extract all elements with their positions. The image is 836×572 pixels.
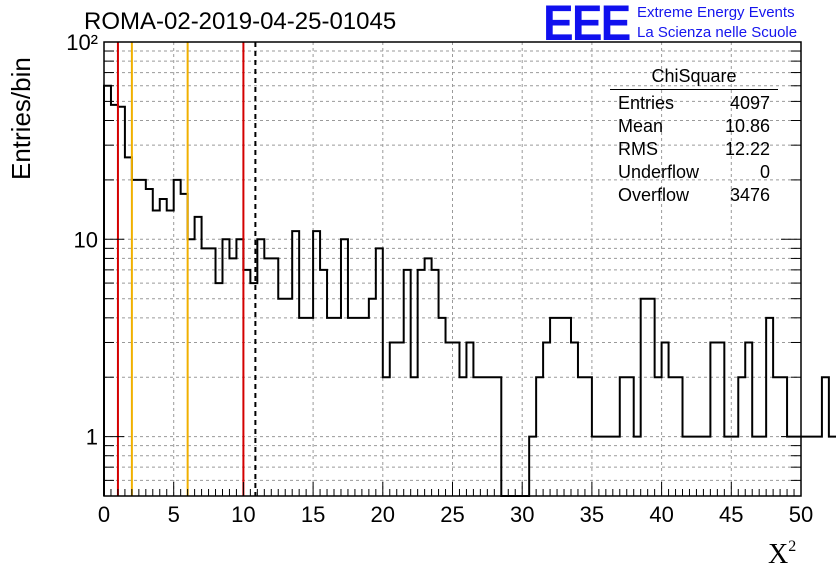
x-tick-label-20: 20 [371,502,395,527]
x-tick-label-30: 30 [510,502,534,527]
stats-row-entries: Entries 4097 [618,93,770,113]
y-tick-label-1: 1 [86,425,98,450]
stats-row-overflow: Overflow 3476 [618,185,770,205]
stats-row-rms: RMS 12.22 [618,139,770,159]
x-tick-label-40: 40 [649,502,673,527]
x-tick-label-25: 25 [440,502,464,527]
logo-subtitle-line2: La Scienza nelle Scuole [637,24,798,41]
x-axis-label: X2 [768,538,797,570]
x-tick-label-0: 0 [98,502,110,527]
stats-box: ChiSquare Entries 4097 Mean 10.86 RMS 12.22… [610,66,778,207]
x-tick-label-35: 35 [580,502,604,527]
stats-title: ChiSquare [610,66,778,90]
y-axis: 1 10 10² [66,30,801,497]
x-tick-label-45: 45 [719,502,743,527]
stats-row-underflow: Underflow 0 [618,162,770,182]
x-axis: 0 5 10 15 20 25 30 35 40 45 50 [98,482,813,527]
x-tick-label-10: 10 [231,502,255,527]
x-tick-label-5: 5 [168,502,180,527]
x-tick-label-50: 50 [789,502,813,527]
x-tick-label-15: 15 [301,502,325,527]
eee-logo: EEE [543,0,631,51]
y-tick-label-10: 10 [74,227,98,252]
logo-subtitle-line1: Extreme Energy Events [637,4,795,21]
stats-row-mean: Mean 10.86 [618,116,770,136]
chart-title: ROMA-02-2019-04-25-01045 [84,8,397,35]
y-tick-label-100: 10² [66,30,98,55]
